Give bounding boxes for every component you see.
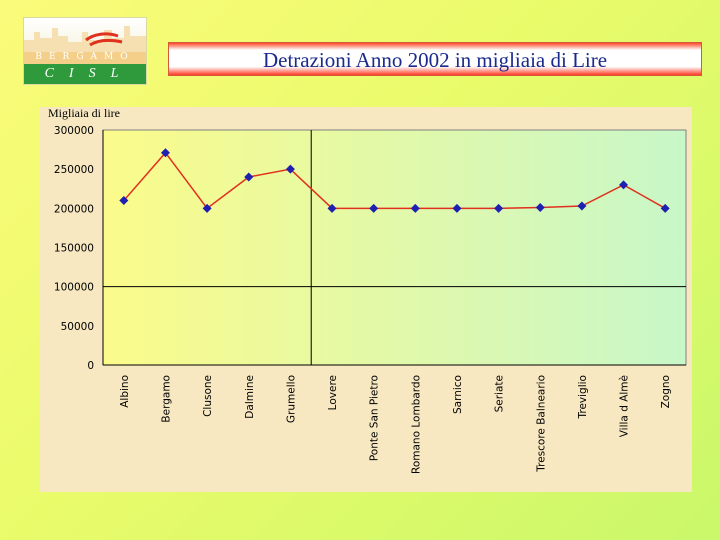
- data-point-marker: [410, 203, 420, 213]
- x-tick-label: Clusone: [202, 375, 214, 417]
- data-point-marker: [160, 148, 170, 158]
- x-tick-label: Villa d Almè: [619, 375, 631, 437]
- y-tick-label: 150000: [54, 243, 94, 255]
- data-point-marker: [619, 180, 629, 190]
- x-tick-label: Romano Lombardo: [410, 375, 422, 474]
- y-axis-label: Migliaia di lire: [48, 106, 120, 120]
- data-point-marker: [119, 196, 129, 205]
- y-tick-label: 200000: [54, 203, 94, 215]
- data-point-marker: [660, 203, 670, 213]
- x-tick-label: Bergamo: [160, 375, 172, 423]
- y-tick-label: 50000: [61, 321, 94, 333]
- data-point-marker: [577, 201, 587, 211]
- data-point-marker: [452, 203, 462, 213]
- x-tick-label: Dalmine: [244, 375, 256, 419]
- logo-city-name: BERGAMO: [35, 52, 135, 62]
- data-point-marker: [244, 172, 254, 182]
- y-tick-label: 300000: [54, 125, 94, 137]
- x-tick-label: Zogno: [660, 375, 672, 408]
- data-markers: [119, 148, 670, 213]
- data-point-marker: [369, 203, 379, 213]
- x-tick-label: Treviglio: [577, 375, 589, 419]
- logo-org-name: CISL: [24, 64, 146, 84]
- y-tick-labels: 0 50000 100000 150000 200000 250000 300000: [54, 125, 94, 372]
- grid-lines: [102, 130, 686, 366]
- data-point-marker: [202, 203, 212, 213]
- data-point-marker: [327, 203, 337, 213]
- x-tick-label: Trescore Balneario: [535, 375, 547, 473]
- plot-background: [102, 129, 687, 366]
- y-tick-label: 250000: [54, 164, 94, 176]
- x-tick-label: Ponte San Pietro: [369, 375, 381, 461]
- x-tick-label: Albino: [119, 375, 131, 408]
- y-tick-label: 100000: [54, 282, 94, 294]
- logo-skyline-icon: [24, 26, 146, 64]
- series-line: [123, 151, 666, 210]
- x-tick-label: Seriate: [494, 375, 506, 412]
- y-tick-label: 0: [87, 360, 94, 372]
- logo-city-graphic: [24, 18, 146, 64]
- cisl-bergamo-logo: BERGAMO CISL: [23, 17, 147, 85]
- x-tick-label: Grumello: [285, 375, 297, 423]
- slide-title-bar: Detrazioni Anno 2002 in migliaia di Lire: [168, 42, 702, 76]
- x-tick-label: Lovere: [327, 375, 339, 410]
- x-tick-label: Sarnico: [452, 375, 464, 414]
- data-point-marker: [285, 164, 295, 174]
- slide-title: Detrazioni Anno 2002 in migliaia di Lire: [262, 48, 608, 72]
- data-point-marker: [494, 203, 504, 213]
- data-point-marker: [535, 203, 545, 213]
- x-tick-labels: Albino Bergamo Clusone Dalmine Grumello Lover…: [119, 375, 672, 474]
